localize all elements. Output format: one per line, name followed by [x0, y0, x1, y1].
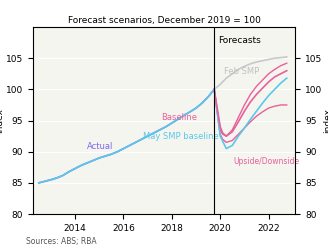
- Text: Baseline: Baseline: [161, 113, 197, 122]
- Text: Upside/Downside: Upside/Downside: [234, 156, 300, 166]
- Text: Actual: Actual: [87, 142, 113, 151]
- Text: May SMP baseline: May SMP baseline: [143, 132, 218, 141]
- Y-axis label: index: index: [323, 108, 328, 133]
- Y-axis label: index: index: [0, 108, 5, 133]
- Title: Forecast scenarios, December 2019 = 100: Forecast scenarios, December 2019 = 100: [68, 16, 260, 25]
- Text: Forecasts: Forecasts: [218, 36, 260, 45]
- Text: Sources: ABS; RBA: Sources: ABS; RBA: [26, 237, 97, 246]
- Text: Feb SMP: Feb SMP: [224, 67, 259, 77]
